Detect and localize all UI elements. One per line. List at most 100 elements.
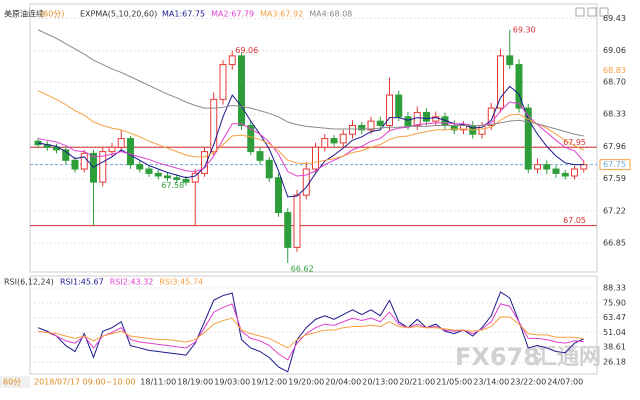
candle-body — [191, 172, 199, 183]
y-tick-label: 63.47 — [603, 313, 626, 322]
candle-body — [367, 120, 375, 131]
x-tick-label: 20/21:00 — [399, 378, 435, 387]
price-label: 69.06 — [235, 46, 258, 55]
candle-body — [349, 125, 356, 135]
candle-body — [312, 146, 319, 170]
candle-body — [413, 111, 421, 127]
x-tick-label: 20/13:00 — [362, 378, 398, 387]
y-tick-label: 67.59 — [603, 174, 626, 183]
candle-body — [534, 164, 541, 170]
last-price-tag — [599, 159, 631, 171]
candle-body — [164, 175, 171, 179]
line — [37, 303, 584, 361]
legend-entry: MA1:67.75 — [162, 10, 205, 19]
y-tick-label: 88.33 — [603, 283, 626, 292]
candle-body — [238, 55, 245, 127]
candle-body — [80, 152, 88, 170]
icon[interactable] — [599, 7, 609, 17]
candle-body — [376, 120, 384, 127]
candle-body — [339, 133, 347, 144]
icon[interactable] — [575, 7, 585, 17]
candle-body — [108, 146, 116, 153]
y-tick-label: 68.70 — [603, 77, 626, 86]
price-label: 66.62 — [291, 265, 314, 274]
chart-title: 美原油连续 — [4, 9, 44, 19]
candle-body — [145, 168, 153, 174]
main-panel — [29, 3, 598, 273]
candle-body — [219, 64, 227, 100]
y-tick-label: 51.04 — [603, 328, 626, 337]
y-tick-label: 38.61 — [603, 343, 626, 352]
candle-body — [321, 138, 329, 148]
line — [37, 29, 584, 137]
candle-body — [506, 55, 514, 66]
price-label: 67.58 — [161, 181, 184, 190]
x-tick-label: 23/22:00 — [510, 378, 546, 387]
legend-entry: RSI3:45.74 — [159, 278, 203, 287]
watermark: FX678 — [455, 343, 540, 371]
candle-body — [497, 55, 504, 109]
icon[interactable] — [587, 7, 597, 17]
y-tick-label: 67.96 — [603, 142, 626, 151]
candle-body — [487, 107, 495, 127]
legend-entry: RSI1:45.67 — [60, 278, 104, 287]
line — [37, 101, 585, 177]
price-label: 69.30 — [513, 25, 536, 34]
candle-body — [265, 159, 273, 179]
line — [37, 316, 584, 349]
x-tick-label: 23/14:00 — [473, 378, 509, 387]
legend-entry: MA2:67.79 — [211, 10, 254, 19]
reference-label: 67.95 — [563, 138, 586, 147]
candle-body — [293, 194, 301, 248]
candle-body — [247, 125, 255, 153]
candle-body — [386, 94, 393, 127]
legend-entry: MA3:67.92 — [260, 10, 303, 19]
candle-body — [182, 178, 190, 183]
candle-body — [561, 172, 569, 177]
x-tick-label: 24/07:00 — [547, 378, 583, 387]
indicator: EXPMA(5,10,20,60) — [80, 10, 157, 19]
x-tick-label: 18/19:00 — [177, 378, 213, 387]
candle-body — [404, 116, 412, 127]
y-tick-label: 68.33 — [603, 110, 626, 119]
reference-label: 67.05 — [563, 216, 586, 225]
candle-body — [210, 98, 218, 153]
candle-body — [201, 151, 208, 174]
candle-body — [256, 151, 264, 161]
watermark: 汇通网 — [535, 345, 601, 370]
candle-body — [284, 212, 292, 248]
candle-body — [580, 164, 588, 170]
period: (60分) — [40, 10, 64, 19]
candle-body — [524, 107, 532, 170]
candle-body — [543, 164, 551, 170]
candle-body — [423, 111, 430, 122]
candle-body — [117, 138, 125, 148]
y-tick-label: 66.85 — [603, 239, 626, 248]
candle-body — [127, 138, 134, 166]
period-tab[interactable] — [0, 376, 30, 388]
candle-body — [552, 168, 560, 174]
y-tick-label: 26.18 — [603, 358, 626, 367]
y-tick-label: 75.90 — [603, 298, 626, 307]
y-tick-label: 67.22 — [603, 206, 626, 215]
x-tick-label: 21/05:00 — [436, 378, 472, 387]
candle-body — [154, 172, 162, 177]
y-tick-label: 69.43 — [603, 14, 626, 23]
candle-body — [330, 138, 338, 144]
x-tick-label: 18/11:00 — [140, 378, 176, 387]
candle-body — [302, 168, 310, 196]
period-tab-label[interactable]: 60分 — [3, 378, 21, 387]
x-tick-label: 19/12:00 — [251, 378, 287, 387]
indicator: RSI(6,12,24) — [4, 278, 54, 287]
x-tick-label: 20/04:00 — [325, 378, 361, 387]
x-tick-label: 19/20:00 — [288, 378, 324, 387]
candle-body — [275, 177, 282, 214]
line — [37, 90, 584, 165]
status: 2018/07/17 09:00~10:00 — [34, 378, 135, 387]
candle-body — [395, 94, 403, 118]
candle-body — [136, 164, 144, 170]
candle-body — [71, 159, 79, 170]
candle-body — [515, 64, 523, 109]
candle-body — [62, 149, 70, 161]
candle-body — [173, 177, 181, 180]
